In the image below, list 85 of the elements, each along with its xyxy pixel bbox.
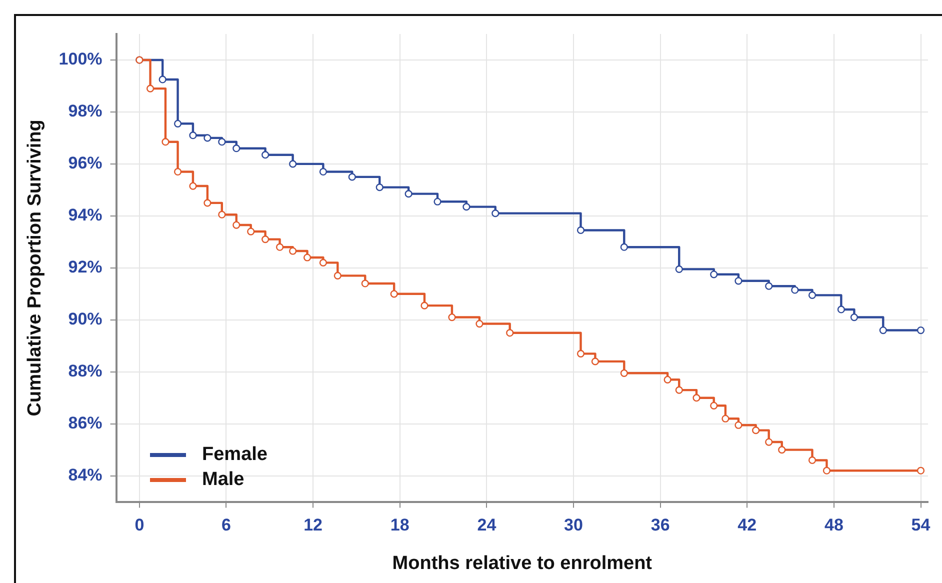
- point: [162, 138, 170, 146]
- point: [319, 168, 327, 176]
- legend-label: Female: [202, 444, 268, 466]
- point: [319, 258, 327, 266]
- y-tick-label: 100%: [58, 50, 102, 69]
- point: [808, 291, 816, 299]
- point: [734, 277, 742, 285]
- point: [620, 243, 628, 251]
- point: [765, 282, 773, 290]
- legend-label: Male: [202, 468, 244, 490]
- point: [492, 210, 500, 218]
- point: [158, 76, 166, 84]
- point: [916, 466, 925, 474]
- point: [204, 134, 212, 142]
- x-tick-label: 18: [390, 516, 410, 535]
- point: [591, 358, 600, 366]
- point: [404, 190, 412, 198]
- point: [765, 438, 773, 446]
- point: [822, 466, 831, 474]
- point: [390, 290, 398, 298]
- point: [791, 286, 799, 294]
- point: [289, 247, 297, 255]
- point: [576, 226, 585, 234]
- y-tick-label: 88%: [68, 362, 102, 381]
- point: [361, 280, 369, 288]
- point: [218, 210, 226, 218]
- point: [376, 184, 384, 192]
- point: [289, 160, 297, 168]
- point: [189, 182, 197, 190]
- point: [675, 265, 683, 273]
- point: [734, 421, 742, 429]
- point: [174, 168, 182, 176]
- point: [808, 456, 816, 464]
- point: [576, 350, 585, 358]
- x-tick-label: 24: [477, 516, 497, 535]
- point: [837, 306, 845, 314]
- x-axis-title: Months relative to enrolment: [392, 552, 653, 574]
- x-tick-label: 48: [824, 516, 844, 535]
- point: [476, 320, 484, 328]
- point: [664, 376, 672, 384]
- point: [916, 326, 925, 334]
- point: [675, 386, 683, 394]
- point: [218, 138, 226, 146]
- point: [232, 221, 240, 229]
- point: [189, 132, 197, 140]
- y-tick-label: 98%: [68, 102, 102, 121]
- point: [620, 369, 628, 377]
- x-tick-label: 54: [911, 516, 931, 535]
- point: [262, 151, 270, 159]
- point: [778, 446, 786, 454]
- point: [692, 394, 700, 402]
- point: [247, 228, 255, 236]
- y-tick-label: 94%: [68, 206, 102, 225]
- y-tick-label: 96%: [68, 154, 102, 173]
- point: [174, 120, 182, 128]
- point: [204, 199, 212, 207]
- point: [348, 173, 356, 181]
- point: [710, 402, 718, 410]
- x-tick-label: 42: [738, 516, 757, 535]
- y-tick-label: 84%: [68, 466, 102, 484]
- point: [434, 198, 442, 206]
- point: [420, 302, 428, 310]
- y-tick-label: 92%: [68, 258, 102, 277]
- point: [752, 426, 760, 434]
- point: [722, 414, 730, 422]
- point: [334, 272, 342, 280]
- y-tick-label: 86%: [68, 414, 102, 433]
- point: [850, 313, 858, 322]
- point: [232, 144, 240, 152]
- point: [710, 270, 718, 278]
- x-tick-label: 30: [564, 516, 583, 535]
- point: [146, 84, 154, 92]
- x-tick-label: 12: [304, 516, 323, 535]
- point: [879, 326, 887, 334]
- point: [448, 313, 456, 322]
- x-tick-label: 36: [650, 516, 670, 535]
- y-axis-title: Cumulative Proportion Surviving: [24, 120, 46, 416]
- point: [276, 243, 284, 251]
- point: [506, 329, 514, 337]
- point: [462, 203, 470, 211]
- point: [262, 236, 270, 244]
- x-tick-label: 6: [222, 516, 231, 535]
- x-tick-label: 0: [134, 516, 144, 535]
- y-tick-label: 90%: [68, 310, 102, 329]
- point: [303, 254, 312, 262]
